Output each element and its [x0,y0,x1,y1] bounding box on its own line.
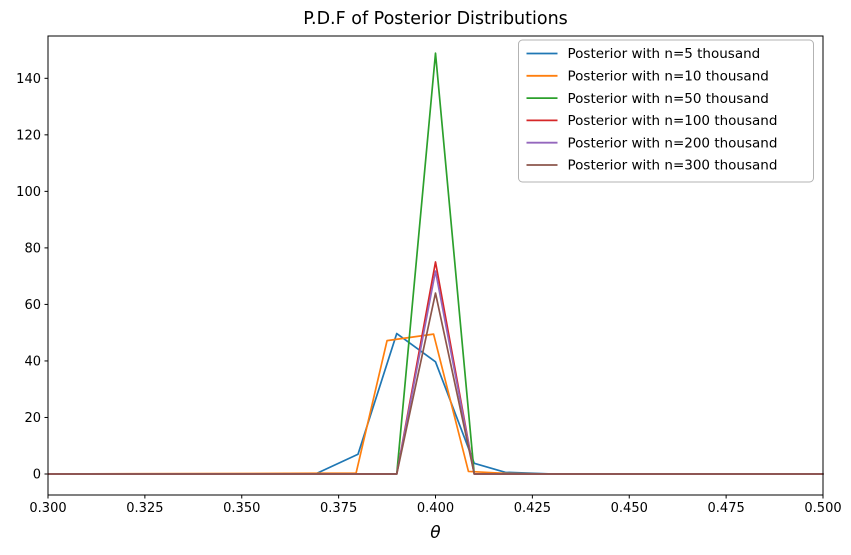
legend-entry-label-3: Posterior with n=100 thousand [568,113,778,129]
legend-entry-label-5: Posterior with n=300 thousand [568,158,778,174]
y-tick-label: 20 [24,411,41,426]
x-tick-label: 0.400 [417,501,454,516]
x-tick-label: 0.375 [320,501,357,516]
series-line-4 [47,270,824,475]
legend-box [518,39,814,183]
legend-entry-label-2: Posterior with n=50 thousand [568,91,769,107]
x-tick-label: 0.500 [804,501,841,516]
plot-border [47,35,824,496]
series-line-5 [47,292,824,475]
x-tick-label: 0.325 [126,501,163,516]
x-tick-label: 0.300 [29,501,66,516]
y-tick-label: 60 [24,298,41,313]
x-axis-label: θ [430,523,441,543]
legend-entry-label-1: Posterior with n=10 thousand [568,69,769,85]
x-tick-label: 0.350 [223,501,260,516]
y-tick-label: 120 [16,128,41,143]
x-tick-label: 0.450 [611,501,648,516]
y-tick-label: 40 [24,354,41,369]
series-line-0 [47,332,824,475]
y-tick-label: 80 [24,241,41,256]
y-tick-label: 100 [16,185,41,200]
series-line-1 [47,333,824,475]
legend-entry-label-4: Posterior with n=200 thousand [568,135,778,151]
x-tick-label: 0.475 [708,501,745,516]
chart-title: P.D.F of Posterior Distributions [303,9,568,29]
x-tick-label: 0.425 [514,501,551,516]
legend-entry-label-0: Posterior with n=5 thousand [568,46,761,62]
y-tick-label: 140 [16,72,41,87]
y-tick-label: 0 [33,468,41,483]
